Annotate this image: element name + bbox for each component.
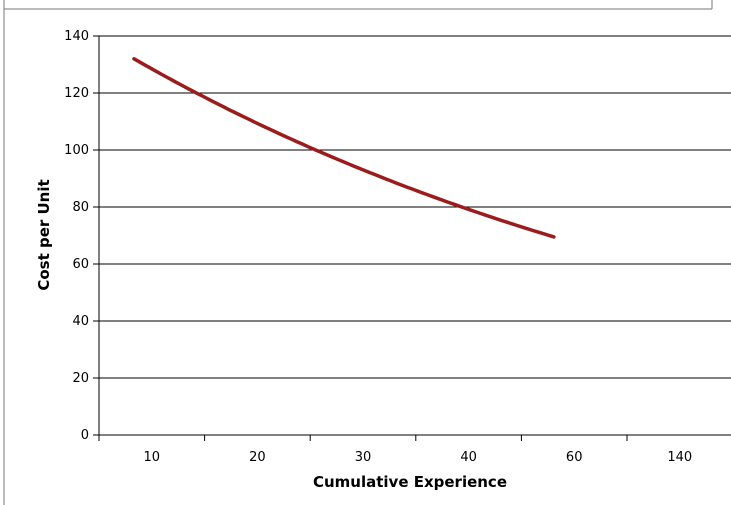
x-tick-label: 30 bbox=[355, 450, 372, 465]
x-tick-label: 20 bbox=[249, 450, 266, 465]
x-tick-label: 140 bbox=[667, 450, 692, 465]
y-tick-label: 80 bbox=[72, 200, 89, 215]
y-tick-label: 100 bbox=[64, 143, 89, 158]
series-line bbox=[132, 57, 556, 239]
y-axis-title: Cost per Unit bbox=[35, 179, 53, 290]
y-tick-label: 0 bbox=[81, 428, 89, 443]
y-tick-label: 40 bbox=[72, 314, 89, 329]
gridlines bbox=[99, 35, 731, 379]
y-tick-label: 60 bbox=[72, 257, 89, 272]
y-tick-label: 140 bbox=[64, 29, 89, 44]
series-group bbox=[132, 57, 556, 239]
y-tick-label: 20 bbox=[72, 371, 89, 386]
x-axis-title: Cumulative Experience bbox=[313, 473, 507, 491]
x-tick-label: 40 bbox=[460, 450, 477, 465]
x-axis-ticks: 10 20 30 40 60 140 bbox=[98, 435, 692, 465]
axes bbox=[98, 36, 731, 436]
y-tick-label: 120 bbox=[64, 86, 89, 101]
y-axis-ticks: 0 20 40 60 80 100 120 140 bbox=[64, 29, 99, 443]
x-tick-label: 10 bbox=[144, 450, 161, 465]
x-tick-label: 60 bbox=[566, 450, 583, 465]
